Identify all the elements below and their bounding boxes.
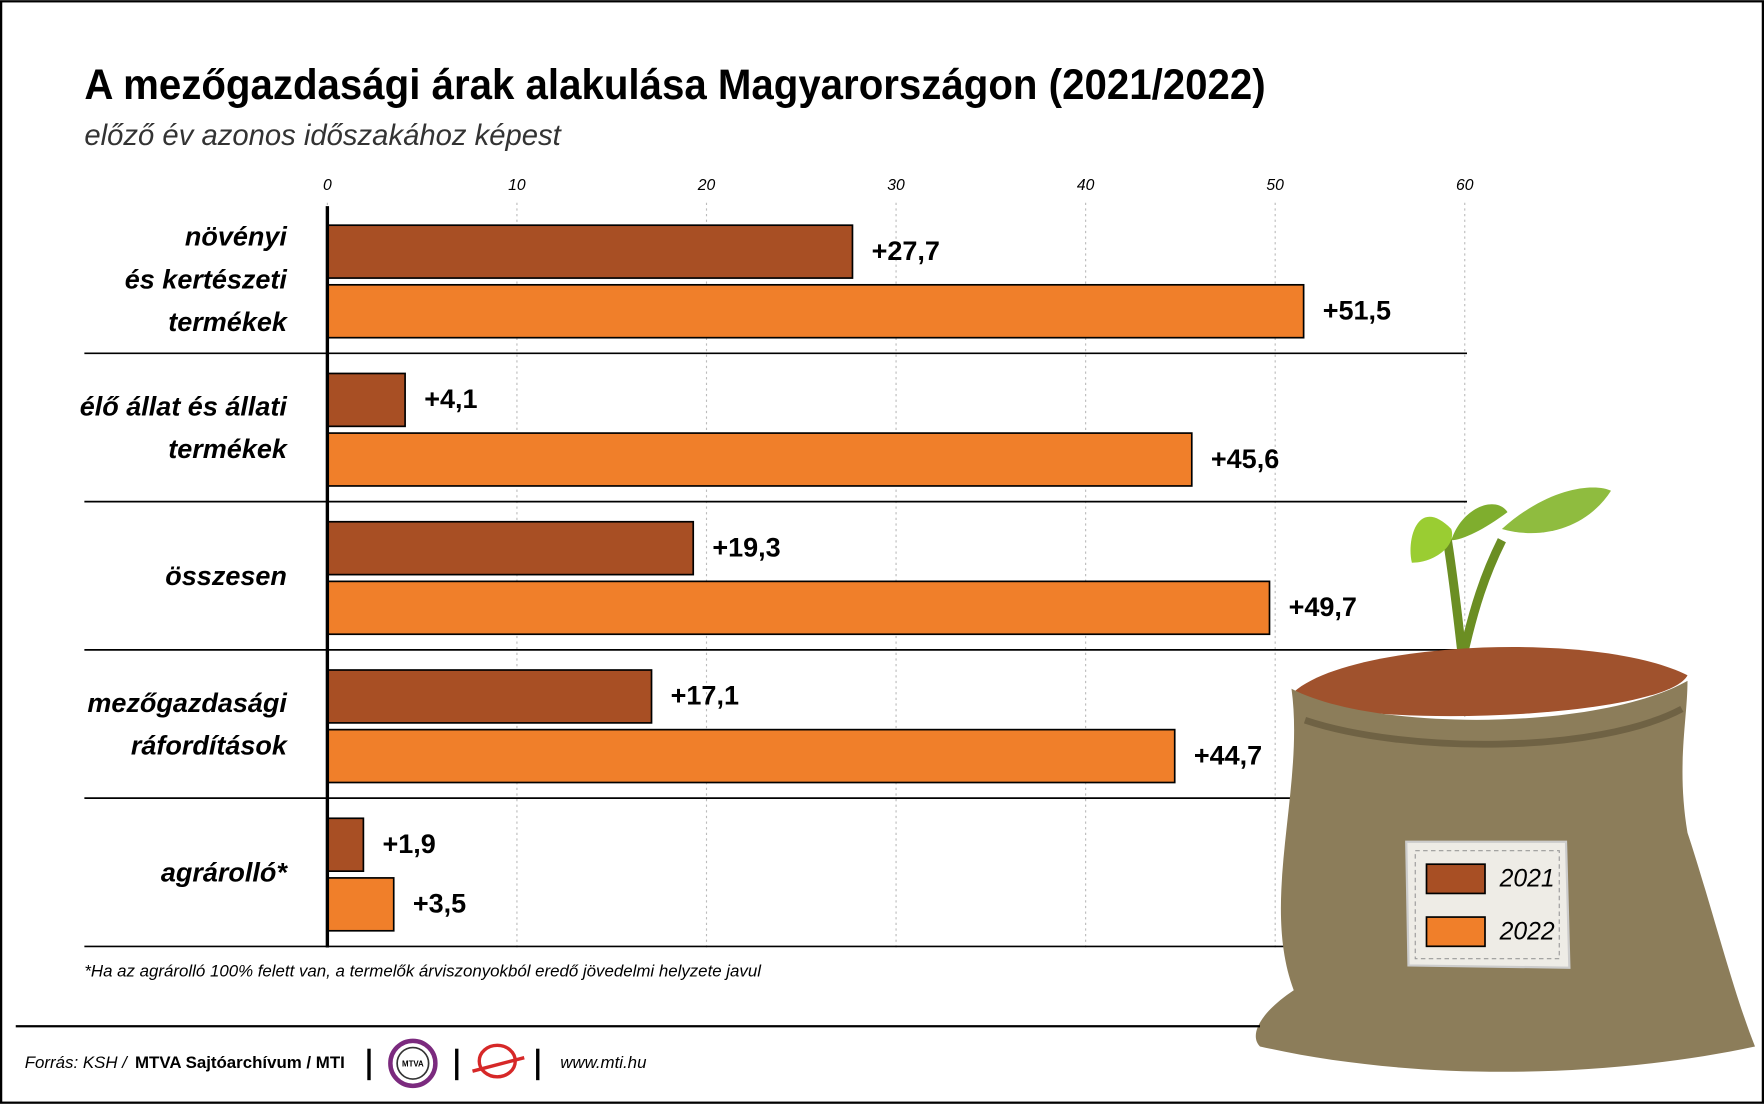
- bar: [326, 224, 854, 279]
- value-label: +27,7: [872, 236, 940, 266]
- x-tick-label: 20: [697, 177, 716, 194]
- legend: 2021 2022: [1425, 863, 1555, 948]
- x-tick-label: 40: [1077, 177, 1095, 194]
- y-tick-label: növényi és kertészeti termékek: [125, 222, 289, 338]
- value-label: +17,1: [671, 681, 739, 711]
- source-label: Forrás: KSH /: [25, 1053, 129, 1072]
- mtva-logo-ring: [396, 1046, 430, 1080]
- legend-swatch: [1425, 863, 1486, 895]
- value-label: +45,6: [1211, 444, 1279, 474]
- value-label: +3,5: [413, 889, 466, 919]
- logo-text: MTVA: [402, 1060, 424, 1069]
- x-tick-label: 30: [887, 177, 905, 194]
- footnote: *Ha az agrárolló 100% felett van, a term…: [84, 962, 762, 981]
- subtitle: előző év azonos időszakához képest: [84, 120, 562, 152]
- x-tick-label: 60: [1456, 177, 1474, 194]
- bar: [326, 817, 365, 873]
- y-tick-label: élő állat és állati termékek: [80, 391, 289, 464]
- legend-swatch: [1425, 916, 1486, 948]
- x-tick-label: 10: [508, 177, 526, 194]
- legend-label: 2022: [1499, 918, 1555, 945]
- x-tick-label: 0: [323, 177, 332, 194]
- y-tick-label: agrárolló*: [161, 858, 289, 888]
- legend-label: 2021: [1499, 865, 1555, 892]
- value-label: +51,5: [1323, 296, 1391, 326]
- value-label: +1,9: [383, 829, 436, 859]
- value-label: +19,3: [712, 532, 780, 562]
- bar: [326, 580, 1271, 636]
- value-label: +44,7: [1194, 740, 1262, 770]
- bar: [326, 728, 1176, 784]
- source-credit: MTVA Sajtóarchívum / MTI: [135, 1053, 345, 1072]
- x-tick-label: 50: [1266, 177, 1284, 194]
- chart-title: A mezőgazdasági árak alakulása Magyarors…: [84, 61, 1265, 109]
- plot: 0 10 20 30 40 50 60 +27,7 +51,5 növényi és kertész…: [80, 177, 1474, 948]
- y-tick-label: mezőgazdasági ráfordítások: [87, 688, 289, 761]
- value-label: +4,1: [424, 384, 477, 414]
- bar: [326, 669, 653, 724]
- bar: [326, 877, 395, 932]
- y-tick-label: összesen: [165, 561, 287, 591]
- bar: [326, 520, 695, 576]
- value-label: +49,7: [1289, 592, 1357, 622]
- bar: [326, 432, 1193, 487]
- bar: [326, 372, 406, 428]
- bar: [326, 283, 1305, 339]
- mti-logo-line: [472, 1056, 525, 1073]
- url: www.mti.hu: [560, 1053, 647, 1072]
